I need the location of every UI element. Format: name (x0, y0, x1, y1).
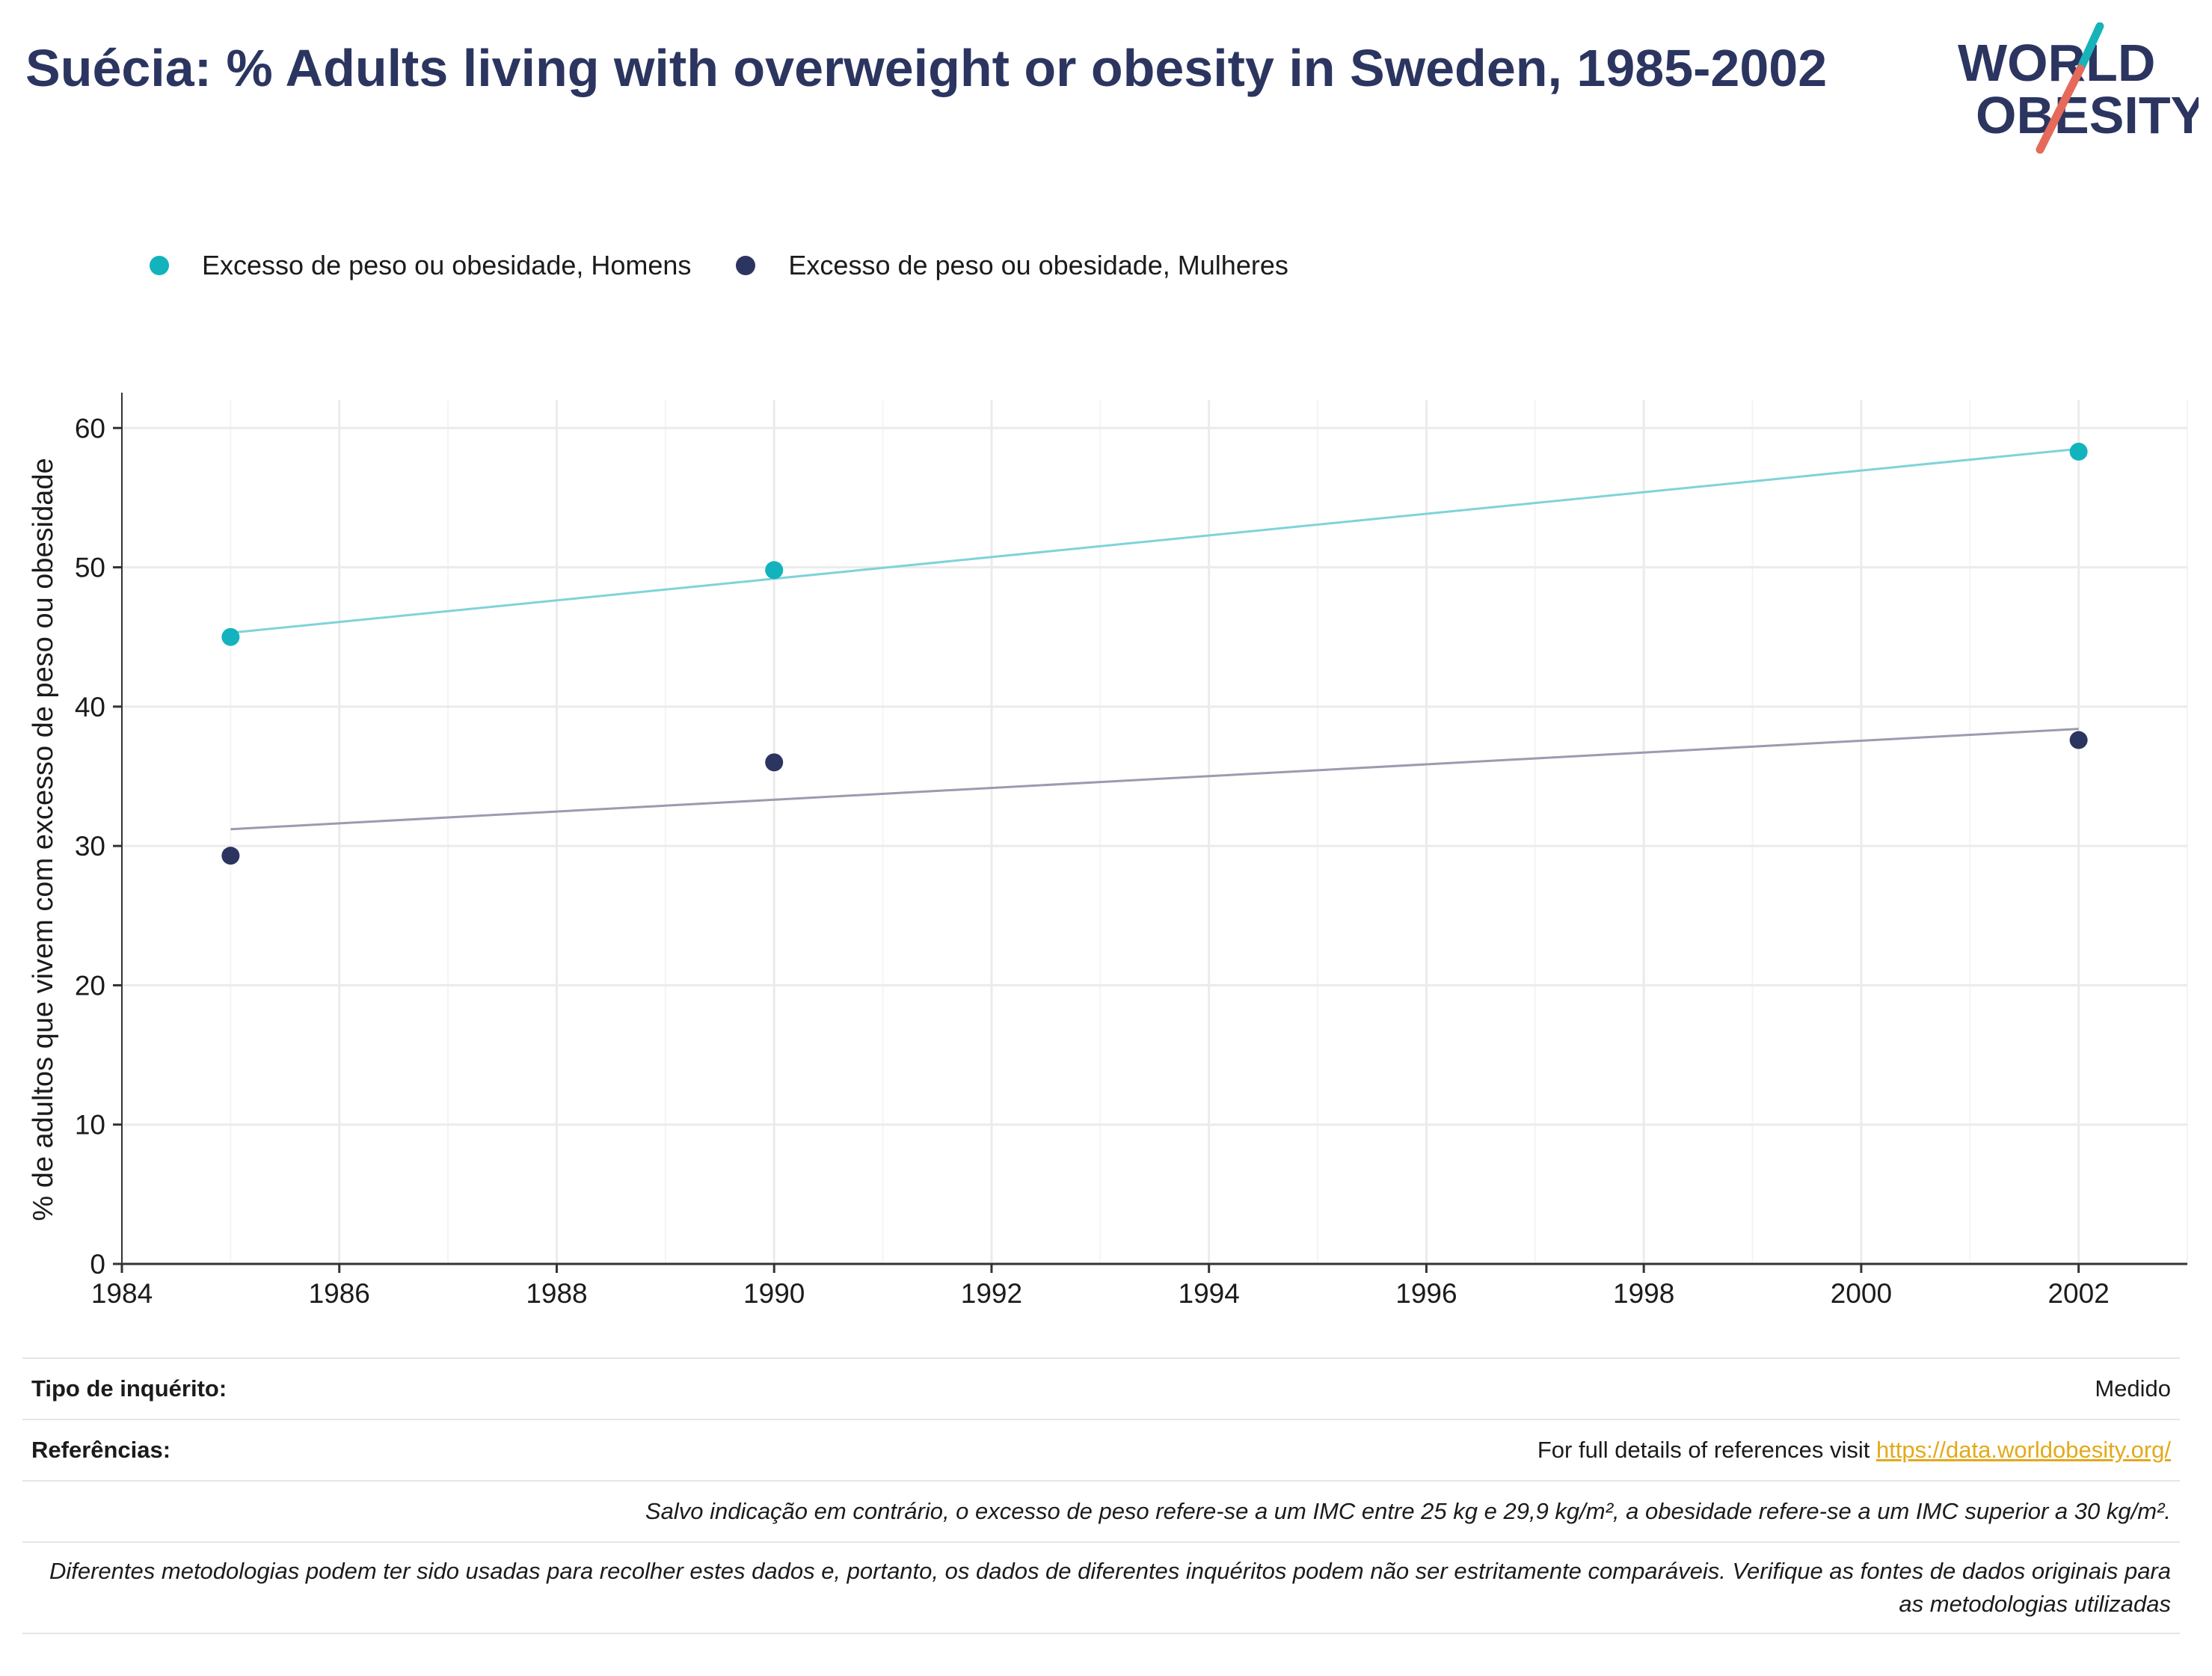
x-tick-label-2002: 2002 (2047, 1278, 2109, 1309)
data-point-series-0-1985 (221, 627, 240, 646)
x-tick-label-1984: 1984 (91, 1278, 153, 1309)
y-axis-label: % de adultos que vivem com excesso de pe… (28, 458, 59, 1221)
references-text: For full details of references visit (1537, 1437, 1876, 1463)
x-tick-label-1988: 1988 (526, 1278, 587, 1309)
legend-label-mulheres: Excesso de peso ou obesidade, Mulheres (788, 250, 1288, 280)
legend-item-mulheres[interactable]: Excesso de peso ou obesidade, Mulheres (736, 250, 1288, 281)
logo-word-obesity: OBESITY (1976, 86, 2199, 144)
chart-title: Suécia: % Adults living with overweight … (25, 39, 1828, 97)
y-tick-label-30: 30 (75, 831, 105, 862)
data-point-series-0-2002 (2069, 442, 2088, 461)
y-tick-label-40: 40 (75, 692, 105, 722)
data-points (221, 442, 2088, 865)
survey-type-label: Tipo de inquérito: (31, 1375, 227, 1402)
definition-note: Salvo indicação em contrário, o excesso … (645, 1498, 2171, 1524)
references-value: For full details of references visit htt… (1537, 1437, 2171, 1464)
x-tick-label-1986: 1986 (309, 1278, 370, 1309)
legend-marker-homens (150, 256, 169, 275)
logo-slash-red (2036, 64, 2085, 154)
chart-legend: Excesso de peso ou obesidade, Homens Exc… (150, 243, 1333, 288)
trend-line-series-1 (230, 728, 2079, 831)
logo-word-world: WORLD (1958, 34, 2155, 92)
y-tick-label-60: 60 (75, 413, 105, 443)
methodology-note: Diferentes metodologias podem ter sido u… (49, 1558, 2171, 1617)
grid-lines (122, 400, 2188, 1264)
y-tick-label-10: 10 (75, 1110, 105, 1141)
scatter-chart: 1984 1986 1988 1990 1992 1994 1996 1998 2000 2002… (28, 393, 2188, 1309)
x-tick-label-1994: 1994 (1179, 1278, 1240, 1309)
data-point-series-1-1985 (221, 847, 240, 865)
trend-lines (230, 447, 2079, 831)
survey-type-value: Medido (2095, 1375, 2171, 1402)
references-label: Referências: (31, 1437, 171, 1463)
definition-note-row: Salvo indicação em contrário, o excesso … (22, 1480, 2180, 1541)
survey-type-row: Tipo de inquérito: Medido (22, 1357, 2180, 1419)
x-tick-label-1992: 1992 (961, 1278, 1022, 1309)
x-tick-label-1996: 1996 (1395, 1278, 1457, 1309)
x-tick-label-2000: 2000 (1831, 1278, 1892, 1309)
references-link[interactable]: https://data.worldobesity.org/ (1875, 1437, 2171, 1463)
axes: 1984 1986 1988 1990 1992 1994 1996 1998 2000 2002… (75, 393, 2187, 1309)
data-point-series-1-1990 (765, 753, 784, 772)
y-tick-label-20: 20 (75, 970, 105, 1001)
y-tick-label-0: 0 (90, 1249, 105, 1280)
methodology-note-row: Diferentes metodologias podem ter sido u… (22, 1541, 2180, 1634)
x-tick-label-1998: 1998 (1613, 1278, 1674, 1309)
legend-label-homens: Excesso de peso ou obesidade, Homens (202, 250, 692, 280)
logo-slash-teal (2076, 22, 2104, 73)
data-point-series-1-2002 (2069, 731, 2088, 749)
info-table: Tipo de inquérito: Medido Referências: F… (22, 1357, 2180, 1634)
data-point-series-0-1990 (765, 561, 784, 580)
legend-marker-mulheres (736, 256, 756, 275)
y-tick-label-50: 50 (75, 553, 105, 583)
references-row: Referências: For full details of referen… (22, 1419, 2180, 1480)
world-obesity-logo: WORLD OBESITY (1958, 22, 2199, 154)
trend-line-series-0 (230, 447, 2079, 634)
x-tick-label-1990: 1990 (743, 1278, 805, 1309)
legend-item-homens[interactable]: Excesso de peso ou obesidade, Homens (150, 250, 691, 281)
